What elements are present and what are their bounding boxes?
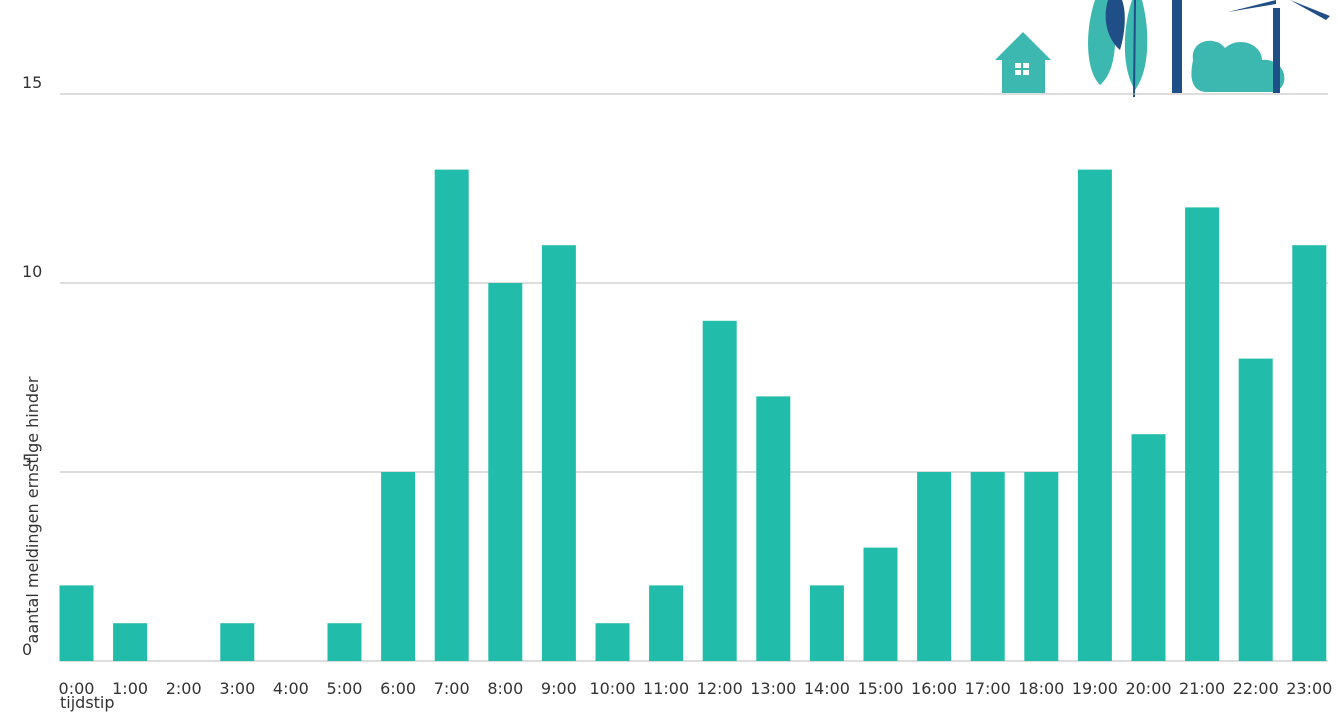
x-tick-label: 16:00	[911, 679, 957, 698]
bar	[113, 623, 147, 661]
x-tick-label: 23:00	[1286, 679, 1332, 698]
bar	[864, 548, 898, 661]
bar	[220, 623, 254, 661]
x-tick-label: 15:00	[857, 679, 903, 698]
x-tick-label: 7:00	[434, 679, 470, 698]
x-tick-label: 1:00	[112, 679, 148, 698]
x-tick-label: 5:00	[327, 679, 363, 698]
x-tick-label: 13:00	[750, 679, 796, 698]
chart: aantal meldingen ernstige hinder tijdsti…	[0, 0, 1337, 718]
x-tick-label: 18:00	[1018, 679, 1064, 698]
y-tick-label: 0	[22, 640, 32, 659]
bar	[649, 585, 683, 661]
x-tick-label: 9:00	[541, 679, 577, 698]
x-tick-label: 10:00	[589, 679, 635, 698]
bar	[917, 472, 951, 661]
bar	[381, 472, 415, 661]
x-tick-label: 20:00	[1125, 679, 1171, 698]
x-tick-label: 14:00	[804, 679, 850, 698]
x-tick-label: 12:00	[697, 679, 743, 698]
bar	[1078, 170, 1112, 661]
y-tick-label: 10	[22, 262, 42, 281]
bar	[488, 283, 522, 661]
bar	[542, 245, 576, 661]
bar	[810, 585, 844, 661]
bar	[1185, 207, 1219, 661]
x-tick-label: 4:00	[273, 679, 309, 698]
y-tick-label: 15	[22, 73, 42, 92]
bar	[596, 623, 630, 661]
bar	[971, 472, 1005, 661]
bar	[328, 623, 362, 661]
x-tick-label: 11:00	[643, 679, 689, 698]
bar	[703, 321, 737, 661]
decoration	[995, 0, 1330, 97]
x-tick-label: 22:00	[1233, 679, 1279, 698]
x-tick-label: 6:00	[380, 679, 416, 698]
x-tick-label: 3:00	[219, 679, 255, 698]
bar	[1132, 434, 1166, 661]
x-tick-label: 19:00	[1072, 679, 1118, 698]
y-tick-label: 5	[22, 451, 32, 470]
x-tick-label: 21:00	[1179, 679, 1225, 698]
x-tick-label: 2:00	[166, 679, 202, 698]
y-axis-label: aantal meldingen ernstige hinder	[23, 376, 42, 643]
bar	[1239, 359, 1273, 661]
bar	[60, 585, 94, 661]
bar	[435, 170, 469, 661]
x-tick-label: 0:00	[59, 679, 95, 698]
x-tick-label: 17:00	[965, 679, 1011, 698]
x-tick-label: 8:00	[487, 679, 523, 698]
bar	[756, 396, 790, 661]
bar	[1024, 472, 1058, 661]
bar	[1292, 245, 1326, 661]
